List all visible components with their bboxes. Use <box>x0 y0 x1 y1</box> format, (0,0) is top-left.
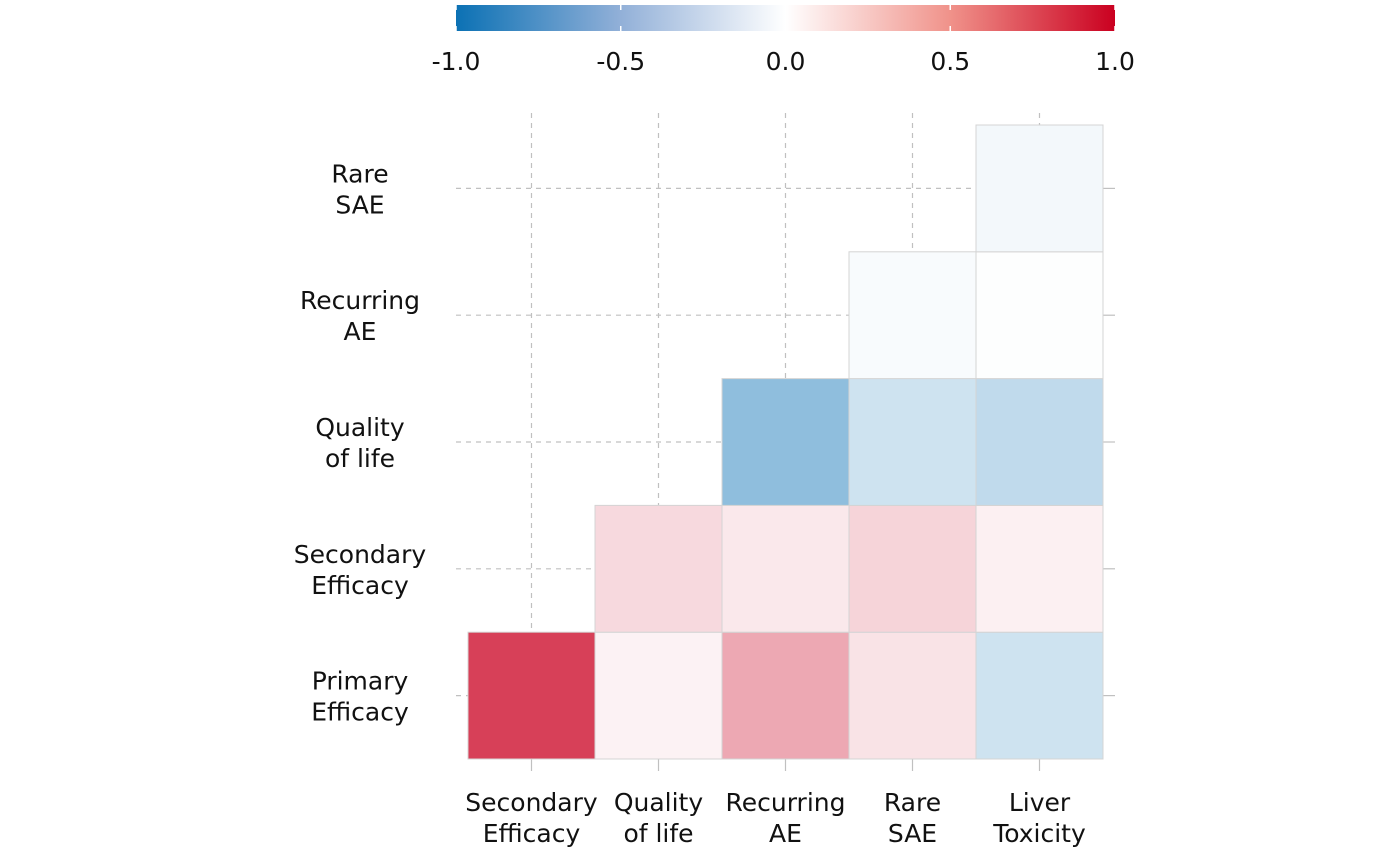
heatmap-cell <box>975 504 1104 633</box>
heatmap-cell <box>848 631 977 760</box>
heatmap-cell <box>721 631 850 760</box>
colorbar-tick-label: -0.5 <box>596 47 645 76</box>
x-tick-label: Recurring AE <box>726 788 846 848</box>
y-tick-label: Primary Efficacy <box>311 667 409 727</box>
y-tick-label: Quality of life <box>315 413 405 473</box>
heatmap-cell <box>975 124 1104 253</box>
heatmap-cell <box>975 251 1104 380</box>
y-axis: Primary Efficacy Secondary Efficacy Quality o… <box>294 159 427 726</box>
heatmap-cell <box>848 504 977 633</box>
heatmap-cell <box>975 631 1104 760</box>
heatmap-cell <box>721 504 850 633</box>
colorbar-tick-label: -1.0 <box>432 47 481 76</box>
heatmap-cells <box>467 124 1104 760</box>
heatmap-cell <box>467 631 596 760</box>
x-tick-label: Liver Toxicity <box>992 788 1086 848</box>
y-tick-label: Recurring AE <box>300 286 420 346</box>
heatmap-cell <box>848 378 977 506</box>
heatmap-cell <box>848 251 977 380</box>
colorbar-tick-label: 1.0 <box>1095 47 1135 76</box>
heatmap-cell <box>594 631 723 760</box>
x-axis: Secondary Efficacy Quality of life Recurring… <box>465 788 1086 848</box>
grid-lines <box>456 113 1115 771</box>
colorbar-tick-label: 0.5 <box>930 47 970 76</box>
heatmap-cell <box>975 378 1104 506</box>
x-tick-label: Rare SAE <box>884 788 941 848</box>
colorbar: -1.0 -0.5 0.0 0.5 1.0 <box>432 5 1135 76</box>
x-tick-label: Quality of life <box>614 788 704 848</box>
y-tick-label: Secondary Efficacy <box>294 540 427 600</box>
heatmap-cell <box>594 504 723 633</box>
colorbar-tick-label: 0.0 <box>766 47 806 76</box>
y-tick-label: Rare SAE <box>331 159 388 219</box>
heatmap-cell <box>721 378 850 506</box>
x-tick-label: Secondary Efficacy <box>465 788 598 848</box>
